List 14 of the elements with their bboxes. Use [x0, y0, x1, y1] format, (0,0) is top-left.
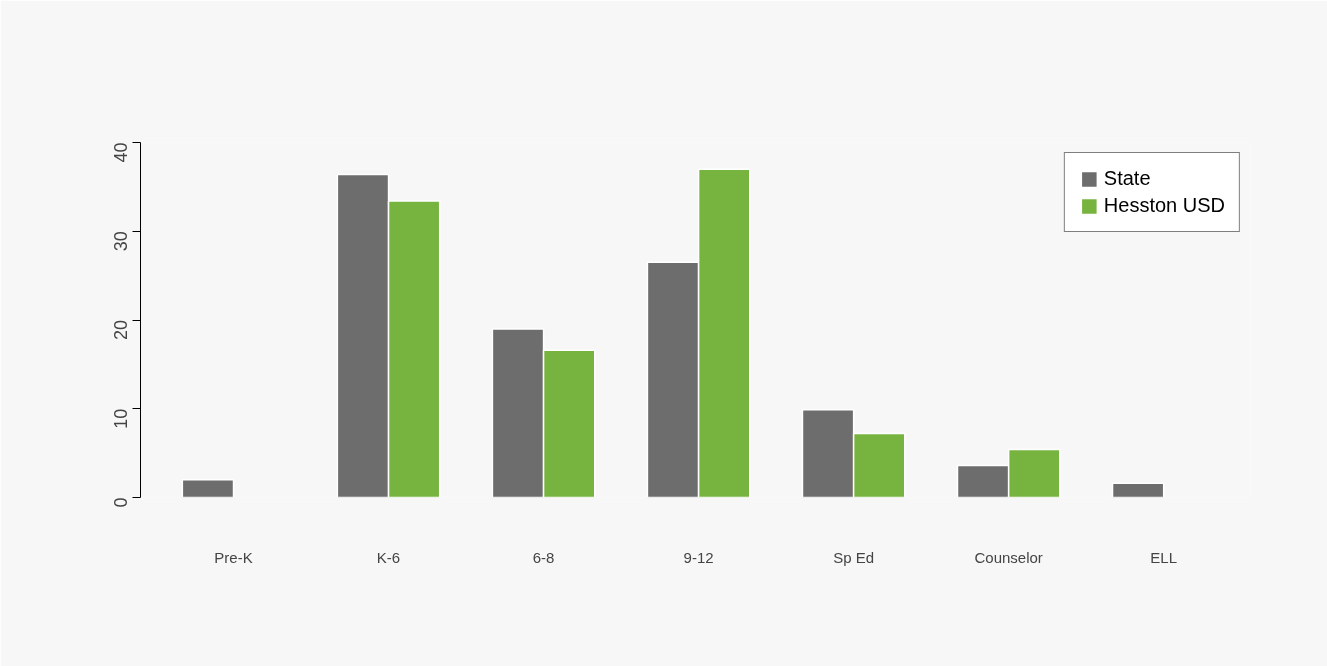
y-tick-label: 20: [111, 319, 131, 341]
x-tick-label: K-6: [376, 548, 401, 566]
y-tick-label: 30: [111, 231, 131, 252]
x-tick-label: Pre-K: [214, 548, 253, 566]
x-tick-label: Counselor: [974, 548, 1043, 566]
x-tick-label: 6-8: [532, 548, 555, 566]
legend-label: State: [1103, 167, 1151, 190]
y-tick-label: 10: [111, 408, 131, 429]
y-tick-label: 0: [111, 497, 131, 508]
legend-label: Hesston USD: [1103, 194, 1225, 217]
y-tick-label: 40: [111, 142, 131, 163]
x-tick-label: 9-12: [683, 548, 714, 566]
x-tick-label: Sp Ed: [833, 548, 875, 566]
x-tick-label: ELL: [1150, 548, 1178, 566]
